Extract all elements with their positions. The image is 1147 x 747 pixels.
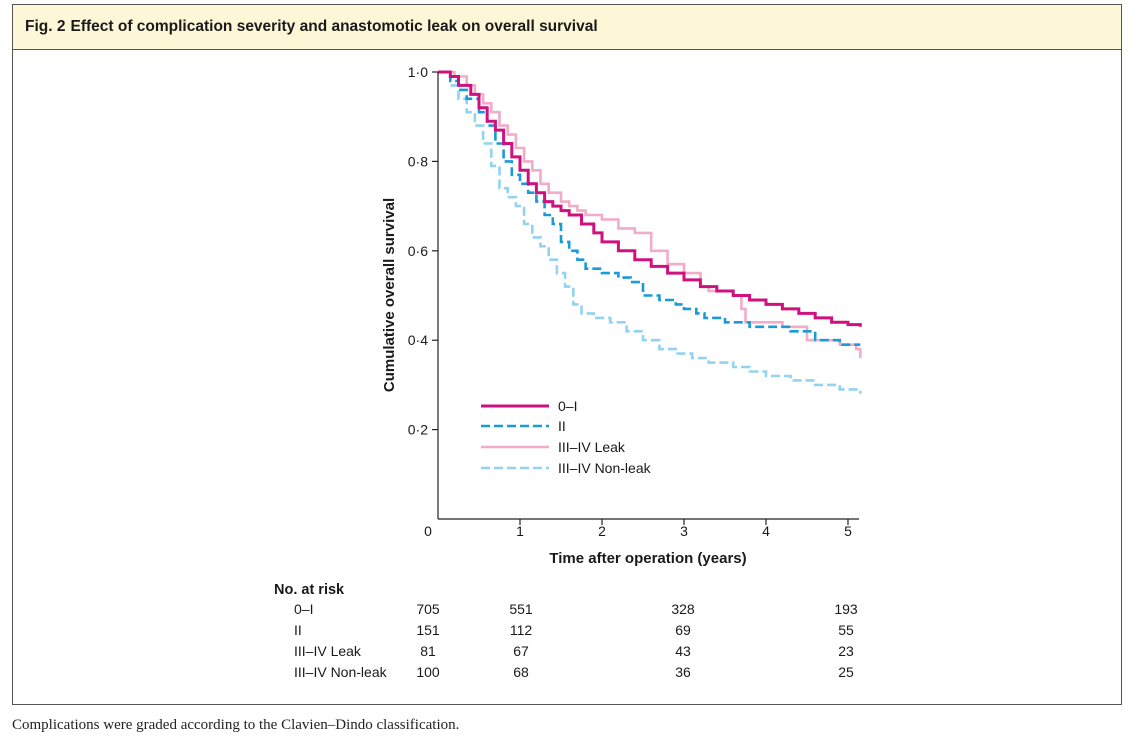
risk-count: 23: [838, 643, 854, 659]
risk-row-label: II: [294, 622, 302, 638]
risk-count: 43: [675, 643, 691, 659]
risk-count: 36: [675, 664, 691, 680]
series-line: [438, 70, 861, 346]
series-line: [438, 70, 862, 359]
x-tick-label: 3: [680, 523, 688, 539]
x-tick-label: 4: [762, 523, 770, 539]
ticks-layer: 0·2 0·4 0·6 0·8 1·0 0 1 2 3 4 5: [408, 64, 852, 539]
legend-label: II: [558, 418, 566, 434]
risk-count: 81: [420, 643, 436, 659]
figure-title-text: Effect of complication severity and anas…: [70, 18, 598, 35]
figure-caption: Complications were graded according to t…: [12, 717, 460, 733]
x-tick-label: 2: [598, 523, 606, 539]
series-layer: [438, 70, 862, 394]
x-tick-label: 1: [516, 523, 524, 539]
risk-count: 25: [838, 664, 854, 680]
risk-row-label: 0–I: [294, 601, 313, 617]
risk-count: 151: [416, 622, 440, 638]
risk-count: 551: [509, 601, 533, 617]
axes-layer: [437, 72, 859, 520]
risk-count: 705: [416, 601, 440, 617]
risk-count: 69: [675, 622, 691, 638]
y-tick-label: 0·4: [408, 332, 428, 348]
risk-count: 68: [513, 664, 529, 680]
series-line: [438, 70, 862, 394]
figure-frame: Fig. 2 Effect of complication severity an…: [12, 4, 1122, 705]
risk-table: No. at risk 0–I 705 551 328 193 II 151 112 69 55 II…: [274, 582, 858, 680]
survival-chart: 0·20·40·60·81·00 1 2 3 4 5 Cumulative overall…: [274, 64, 862, 680]
x-tick-label: 0: [424, 523, 432, 539]
risk-row-label: III–IV Leak: [294, 643, 362, 659]
risk-count: 100: [416, 664, 440, 680]
legend-label: III–IV Leak: [558, 439, 626, 455]
y-tick-label: 0·2: [408, 422, 428, 438]
figure-number: Fig. 2: [25, 18, 66, 35]
risk-count: 55: [838, 622, 854, 638]
risk-count: 193: [834, 601, 858, 617]
risk-table-title: No. at risk: [274, 582, 345, 598]
x-tick-label: 5: [844, 523, 852, 539]
risk-count: 328: [671, 601, 695, 617]
legend: 0–I II III–IV Leak III–IV Non-leak: [481, 398, 652, 476]
x-axis-title: Time after operation (years): [549, 550, 746, 567]
y-axis-title: Cumulative overall survival: [381, 198, 398, 392]
figure-title: Fig. 2 Effect of complication severity an…: [25, 18, 598, 36]
risk-count: 67: [513, 643, 529, 659]
legend-label: III–IV Non-leak: [558, 460, 652, 476]
risk-row-label: III–IV Non-leak: [294, 664, 388, 680]
y-tick-label: 0·8: [408, 153, 428, 169]
risk-count: 112: [510, 622, 533, 638]
series-line: [438, 70, 862, 327]
legend-label: 0–I: [558, 398, 577, 414]
y-tick-label: 0·6: [408, 243, 428, 259]
y-tick-label: 1·0: [408, 64, 428, 80]
figure-header: Fig. 2 Effect of complication severity an…: [13, 5, 1121, 50]
